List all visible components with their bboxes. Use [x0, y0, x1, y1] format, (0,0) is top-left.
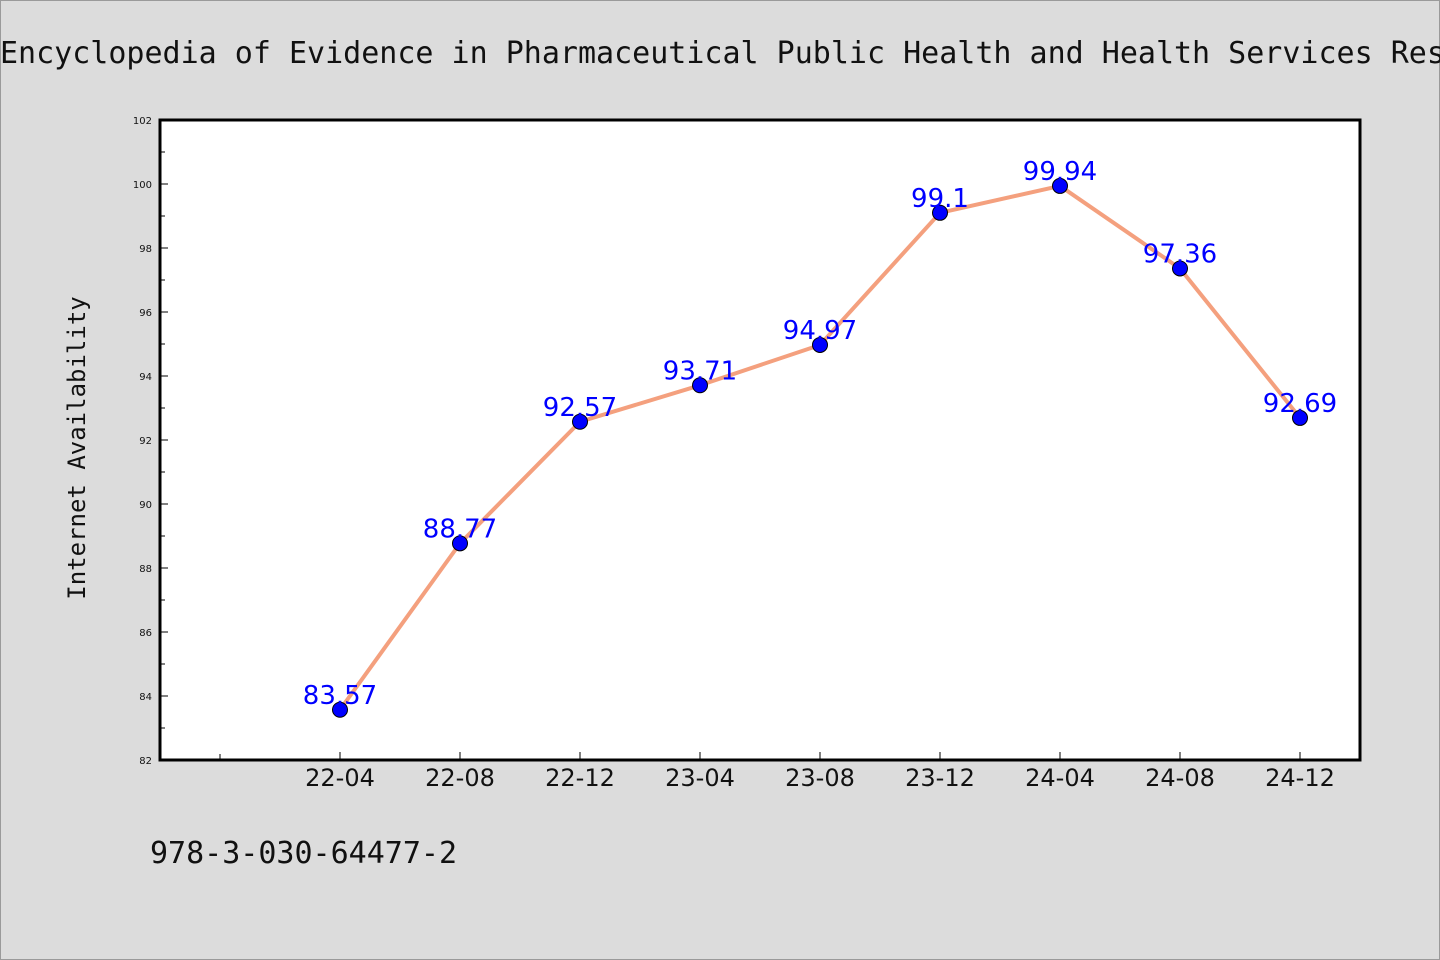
- y-tick-label: 96: [139, 308, 152, 319]
- data-label: 92.69: [1263, 389, 1337, 419]
- x-tick-label: 24-08: [1145, 764, 1215, 792]
- y-tick-label: 84: [139, 692, 152, 703]
- x-axis-ticks: 22-04 22-08 22-12 23-04 23-08 23-12 24-04 24-08…: [219, 752, 1335, 792]
- plot-area: [160, 120, 1360, 760]
- data-point-23-08: [812, 336, 828, 353]
- data-label: 97.36: [1143, 239, 1217, 269]
- data-labels: 83.57 88.77 92.57 93.71 94.97 99.1 99.94 97.36 9…: [303, 157, 1337, 711]
- y-tick-label: 92: [139, 436, 152, 447]
- chart-title: Encyclopedia of Evidence in Pharmaceutic…: [0, 36, 1440, 71]
- x-tick-label: 24-12: [1265, 764, 1335, 792]
- data-point-24-12: [1292, 409, 1308, 426]
- data-point-22-08: [452, 535, 468, 552]
- data-label: 88.77: [423, 514, 497, 544]
- y-tick-label: 98: [139, 244, 152, 255]
- y-axis-label: Internet Availability: [63, 296, 91, 599]
- x-tick-label: 22-12: [545, 764, 615, 792]
- data-point-24-08: [1172, 260, 1188, 277]
- data-point-22-04: [332, 701, 348, 718]
- x-tick-label: 24-04: [1025, 764, 1095, 792]
- y-tick-label: 90: [139, 500, 152, 511]
- x-tick-label: 23-12: [905, 764, 975, 792]
- y-axis-ticks: 82 84 86 88 90 92 94 96 98 100 102: [133, 116, 168, 767]
- data-point-24-04: [1052, 177, 1068, 194]
- y-tick-label: 102: [133, 116, 152, 127]
- x-tick-label: 23-08: [785, 764, 855, 792]
- data-label: 94.97: [783, 316, 857, 346]
- data-label: 99.1: [911, 184, 969, 214]
- data-point-23-04: [692, 377, 708, 394]
- x-tick-label: 23-04: [665, 764, 735, 792]
- isbn-text: 978-3-030-64477-2: [150, 836, 458, 871]
- data-label: 83.57: [303, 681, 377, 711]
- data-point-22-12: [572, 413, 588, 430]
- x-tick-label: 22-04: [305, 764, 375, 792]
- plot-border: [158, 118, 1362, 762]
- data-label: 99.94: [1023, 157, 1097, 187]
- y-tick-label: 88: [139, 564, 152, 575]
- data-label: 93.71: [663, 356, 737, 386]
- data-label: 92.57: [543, 393, 617, 423]
- data-point-23-12: [932, 204, 948, 221]
- data-markers: [332, 177, 1308, 718]
- x-tick-label: 22-08: [425, 764, 495, 792]
- y-tick-label: 94: [139, 372, 152, 383]
- y-tick-label: 100: [133, 180, 152, 191]
- y-tick-label: 86: [139, 628, 152, 639]
- y-tick-label: 82: [139, 756, 152, 767]
